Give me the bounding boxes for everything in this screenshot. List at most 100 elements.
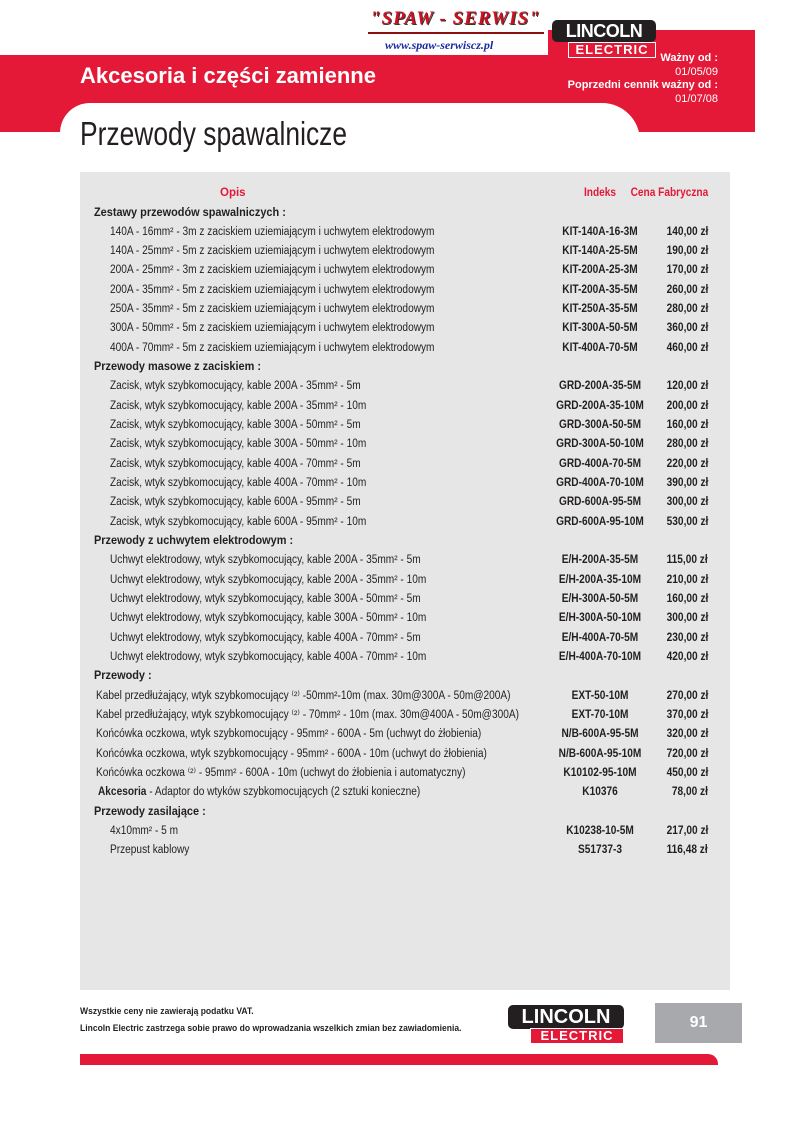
dealer-logo-underline (368, 32, 544, 34)
row-price: 160,00 zł (666, 593, 708, 606)
table-row: 140A - 25mm² - 5m z zaciskiem uziemiając… (80, 242, 730, 261)
row-description: Końcówka oczkowa, wtyk szybkomocujący - … (96, 728, 482, 741)
row-description: 400A - 70mm² - 5m z zaciskiem uziemiając… (110, 341, 435, 354)
row-index: E/H-300A-50-10M (558, 612, 642, 625)
row-description: Zacisk, wtyk szybkomocujący, kable 400A … (110, 457, 361, 470)
row-description: Uchwyt elektrodowy, wtyk szybkomocujący,… (110, 631, 421, 644)
row-price: 170,00 zł (666, 264, 708, 277)
row-index: E/H-400A-70-5M (561, 631, 639, 644)
row-index: KIT-400A-70-5M (562, 341, 638, 354)
row-description: Akcesoria - Adaptor do wtyków szybkomocu… (98, 783, 420, 802)
row-price: 200,00 zł (666, 399, 708, 412)
row-price: 450,00 zł (666, 767, 708, 780)
row-description: Przewody : (94, 670, 152, 683)
row-index: E/H-300A-50-5M (561, 593, 639, 606)
col-index: Indeks (583, 187, 617, 199)
row-description: Uchwyt elektrodowy, wtyk szybkomocujący,… (110, 593, 421, 606)
row-description: Uchwyt elektrodowy, wtyk szybkomocujący,… (110, 651, 427, 664)
row-index: N/B-600A-95-5M (561, 728, 639, 741)
table-header: Opis Indeks Cena Fabryczna (80, 184, 730, 203)
row-description: 4x10mm² - 5 m (110, 825, 179, 838)
row-index: GRD-200A-35-10M (556, 399, 644, 412)
row-description: Zacisk, wtyk szybkomocujący, kable 600A … (110, 496, 361, 509)
row-index: KIT-200A-25-3M (562, 264, 638, 277)
table-row: Uchwyt elektrodowy, wtyk szybkomocujący,… (80, 551, 730, 570)
table-row: Zacisk, wtyk szybkomocujący, kable 200A … (80, 397, 730, 416)
row-description: Zacisk, wtyk szybkomocujący, kable 300A … (110, 438, 367, 451)
table-row: Zacisk, wtyk szybkomocujący, kable 600A … (80, 513, 730, 532)
table-row: Kabel przedłużający, wtyk szybkomocujący… (80, 687, 730, 706)
row-description: Przepust kablowy (110, 844, 190, 857)
row-price: 720,00 zł (666, 747, 708, 760)
table-row: Zacisk, wtyk szybkomocujący, kable 400A … (80, 474, 730, 493)
page-number: 91 (655, 1003, 742, 1043)
row-description: 250A - 35mm² - 5m z zaciskiem uziemiając… (110, 303, 435, 316)
row-index: GRD-600A-95-5M (558, 496, 642, 509)
row-description: Końcówka oczkowa, wtyk szybkomocujący - … (96, 747, 487, 760)
table-row: 4x10mm² - 5 m K10238-10-5M 217,00 zł (80, 822, 730, 841)
row-price: 300,00 zł (666, 612, 708, 625)
row-index: K10238-10-5M (566, 825, 634, 838)
table-row: Zacisk, wtyk szybkomocujący, kable 400A … (80, 455, 730, 474)
row-description: Uchwyt elektrodowy, wtyk szybkomocujący,… (110, 612, 427, 625)
row-price: 120,00 zł (666, 380, 708, 393)
row-description: 140A - 25mm² - 5m z zaciskiem uziemiając… (110, 245, 435, 258)
row-price: 210,00 zł (666, 573, 708, 586)
row-desc-text: - Adaptor do wtyków szybkomocujących (2 … (146, 786, 421, 799)
valid-label: Ważny od : (660, 52, 718, 64)
row-price: 320,00 zł (666, 728, 708, 741)
row-index: E/H-200A-35-10M (558, 573, 642, 586)
row-index: EXT-50-10M (571, 689, 629, 702)
table-row: Uchwyt elektrodowy, wtyk szybkomocujący,… (80, 609, 730, 628)
row-price: 370,00 zł (666, 709, 708, 722)
row-description: Zestawy przewodów spawalniczych : (94, 206, 286, 219)
row-price: 280,00 zł (666, 438, 708, 451)
row-index: EXT-70-10M (571, 709, 629, 722)
row-description: 200A - 25mm² - 3m z zaciskiem uziemiając… (110, 264, 435, 277)
footer-notes: Wszystkie ceny nie zawierają podatku VAT… (80, 1003, 462, 1037)
dealer-url[interactable]: www.spaw-serwiscz.pl (385, 38, 494, 52)
row-description: Końcówka oczkowa ⁽²⁾ - 95mm² - 600A - 10… (96, 767, 466, 780)
table-row: Uchwyt elektrodowy, wtyk szybkomocujący,… (80, 571, 730, 590)
col-price: Cena Fabryczna (630, 187, 708, 199)
row-label: Akcesoria (98, 786, 147, 799)
row-description: Zacisk, wtyk szybkomocujący, kable 200A … (110, 399, 367, 412)
row-price: 115,00 zł (666, 554, 708, 567)
table-row: 250A - 35mm² - 5m z zaciskiem uziemiając… (80, 300, 730, 319)
row-description: Uchwyt elektrodowy, wtyk szybkomocujący,… (110, 554, 421, 567)
table-row: Uchwyt elektrodowy, wtyk szybkomocujący,… (80, 629, 730, 648)
row-price: 390,00 zł (666, 477, 708, 490)
row-index: KIT-140A-25-5M (562, 245, 638, 258)
row-index: KIT-140A-16-3M (562, 225, 638, 238)
table-row: Przepust kablowy S51737-3 116,48 zł (80, 841, 730, 860)
table-row: Końcówka oczkowa, wtyk szybkomocujący - … (80, 725, 730, 744)
table-row: Uchwyt elektrodowy, wtyk szybkomocujący,… (80, 590, 730, 609)
row-index: KIT-250A-35-5M (562, 303, 638, 316)
row-price: 116,48 zł (666, 844, 708, 857)
row-price: 280,00 zł (666, 303, 708, 316)
table-row: Zacisk, wtyk szybkomocujący, kable 600A … (80, 493, 730, 512)
table-row: 200A - 35mm² - 5m z zaciskiem uziemiając… (80, 281, 730, 300)
table-row: 140A - 16mm² - 3m z zaciskiem uziemiając… (80, 223, 730, 242)
prev-date: 01/07/08 (675, 92, 718, 105)
row-index: S51737-3 (578, 844, 622, 857)
section-header: Przewody masowe z zaciskiem : (80, 358, 730, 377)
row-description: 200A - 35mm² - 5m z zaciskiem uziemiając… (110, 283, 435, 296)
row-index: N/B-600A-95-10M (558, 747, 642, 760)
row-price: 360,00 zł (666, 322, 708, 335)
row-price: 530,00 zł (666, 515, 708, 528)
lincoln-logo-top: LINCOLN (552, 20, 656, 42)
footer-logo-top: LINCOLN (508, 1005, 624, 1029)
table-row: Akcesoria - Adaptor do wtyków szybkomocu… (80, 783, 730, 802)
col-desc: Opis (220, 187, 246, 199)
table-row: 400A - 70mm² - 5m z zaciskiem uziemiając… (80, 339, 730, 358)
section-header: Zestawy przewodów spawalniczych : (80, 204, 730, 223)
row-price: 217,00 zł (666, 825, 708, 838)
row-index: GRD-200A-35-5M (558, 380, 642, 393)
row-price: 140,00 zł (666, 225, 708, 238)
row-price: 260,00 zł (666, 283, 708, 296)
row-price: 190,00 zł (666, 245, 708, 258)
dealer-logo: "SPAW - SERWIS" (370, 8, 541, 29)
table-row: 200A - 25mm² - 3m z zaciskiem uziemiając… (80, 261, 730, 280)
row-index: GRD-600A-95-10M (556, 515, 644, 528)
